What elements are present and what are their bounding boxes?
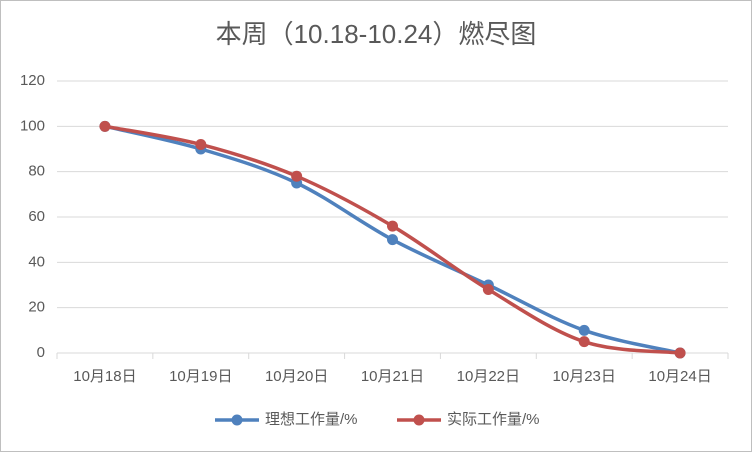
point xyxy=(99,120,111,132)
x-tick-label: 10月23日 xyxy=(553,368,616,385)
x-tick-label: 10月20日 xyxy=(265,368,328,385)
legend-label: 理想工作量/% xyxy=(265,411,358,428)
legend-marker xyxy=(413,414,425,426)
point xyxy=(291,170,303,182)
point xyxy=(387,234,398,246)
point xyxy=(674,347,686,359)
chart-title: 本周（10.18-10.24）燃尽图 xyxy=(216,19,537,49)
x-tick-label: 10月21日 xyxy=(361,368,424,385)
point xyxy=(195,138,207,150)
y-tick-label: 40 xyxy=(28,253,45,270)
y-tick-label: 60 xyxy=(28,208,45,225)
x-tick-label: 10月24日 xyxy=(648,368,711,385)
x-tick-label: 10月19日 xyxy=(169,368,232,385)
y-tick-label: 100 xyxy=(20,117,45,134)
legend-label: 实际工作量/% xyxy=(447,411,540,428)
point xyxy=(578,336,590,348)
point xyxy=(482,284,494,296)
y-tick-label: 20 xyxy=(28,299,45,316)
x-tick-label: 10月18日 xyxy=(73,368,136,385)
y-tick-label: 0 xyxy=(37,344,45,361)
y-tick-label: 120 xyxy=(20,72,45,89)
x-tick-label: 10月22日 xyxy=(457,368,520,385)
y-tick-label: 80 xyxy=(28,163,45,180)
legend-marker xyxy=(231,414,243,426)
point xyxy=(578,324,590,336)
point xyxy=(387,220,398,232)
